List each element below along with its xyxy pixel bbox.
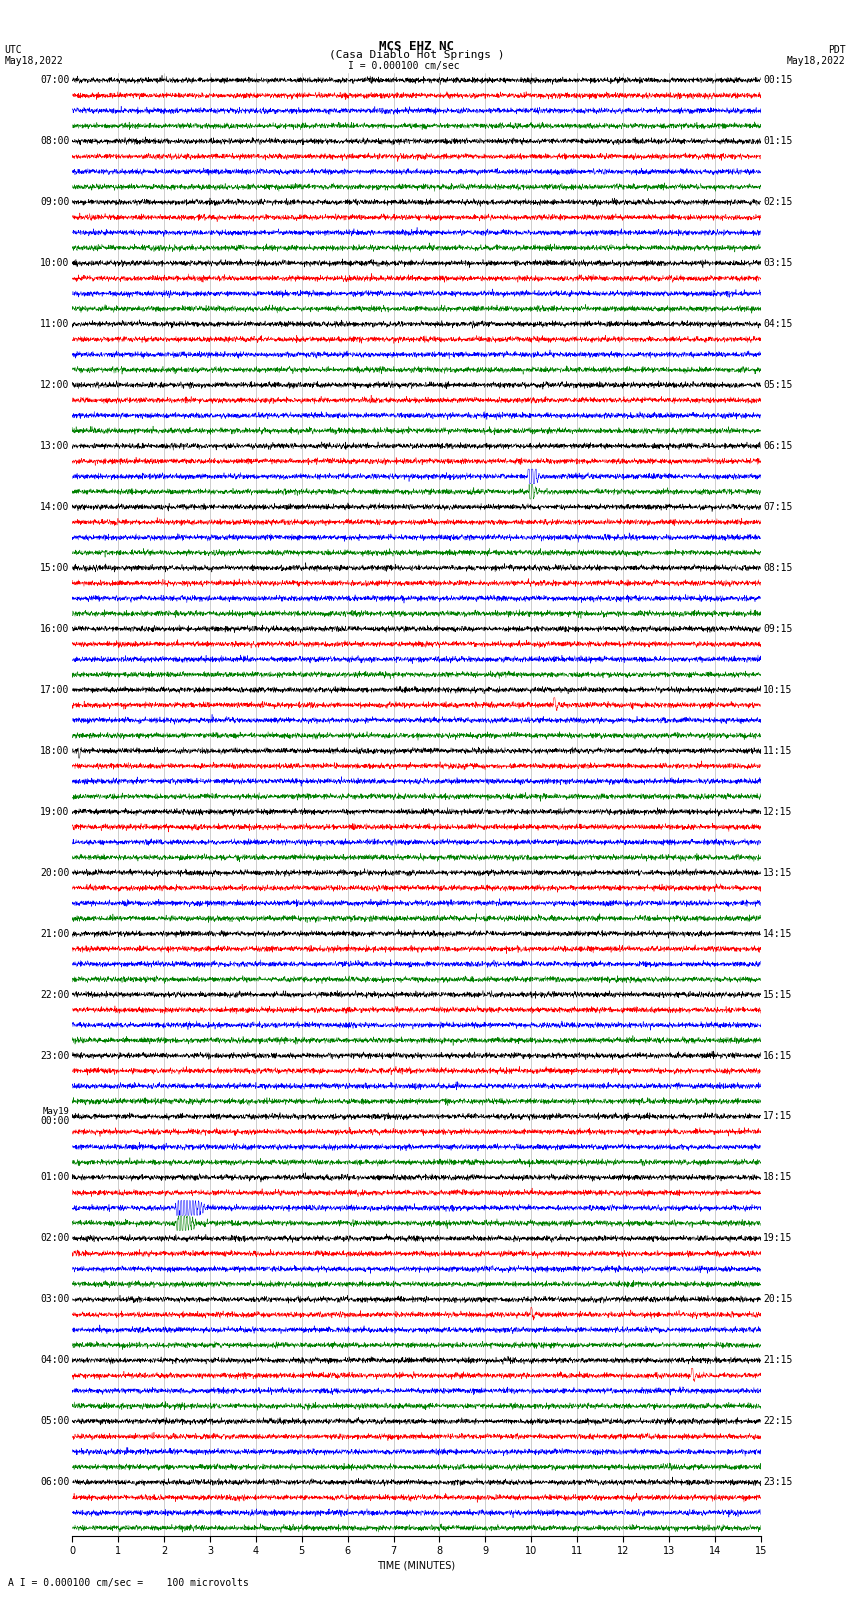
Text: 23:15: 23:15 xyxy=(763,1478,793,1487)
Text: May18,2022: May18,2022 xyxy=(787,56,846,66)
Text: MCS EHZ NC: MCS EHZ NC xyxy=(379,39,454,53)
Text: 22:00: 22:00 xyxy=(40,989,70,1000)
Text: 17:00: 17:00 xyxy=(40,686,70,695)
Text: 16:15: 16:15 xyxy=(763,1050,793,1060)
Text: 02:00: 02:00 xyxy=(40,1234,70,1244)
Text: PDT: PDT xyxy=(828,45,846,55)
Text: 18:15: 18:15 xyxy=(763,1173,793,1182)
Text: 08:15: 08:15 xyxy=(763,563,793,573)
Text: 00:15: 00:15 xyxy=(763,76,793,85)
Text: May18,2022: May18,2022 xyxy=(4,56,63,66)
Text: 04:15: 04:15 xyxy=(763,319,793,329)
Text: May19: May19 xyxy=(42,1107,70,1116)
Text: 00:00: 00:00 xyxy=(40,1116,70,1126)
Text: A I = 0.000100 cm/sec =    100 microvolts: A I = 0.000100 cm/sec = 100 microvolts xyxy=(8,1578,249,1587)
Text: 12:00: 12:00 xyxy=(40,381,70,390)
Text: 13:00: 13:00 xyxy=(40,440,70,452)
Text: 10:00: 10:00 xyxy=(40,258,70,268)
Text: 12:15: 12:15 xyxy=(763,806,793,816)
Text: 09:15: 09:15 xyxy=(763,624,793,634)
Text: 07:00: 07:00 xyxy=(40,76,70,85)
Text: 11:00: 11:00 xyxy=(40,319,70,329)
Text: 02:15: 02:15 xyxy=(763,197,793,206)
Text: 06:00: 06:00 xyxy=(40,1478,70,1487)
Text: 14:15: 14:15 xyxy=(763,929,793,939)
Text: 03:00: 03:00 xyxy=(40,1294,70,1305)
Text: 15:15: 15:15 xyxy=(763,989,793,1000)
Text: 19:15: 19:15 xyxy=(763,1234,793,1244)
Text: 10:15: 10:15 xyxy=(763,686,793,695)
Text: 01:15: 01:15 xyxy=(763,135,793,147)
Text: 23:00: 23:00 xyxy=(40,1050,70,1060)
Text: 21:15: 21:15 xyxy=(763,1355,793,1365)
Text: 03:15: 03:15 xyxy=(763,258,793,268)
Text: UTC: UTC xyxy=(4,45,22,55)
Text: 18:00: 18:00 xyxy=(40,745,70,756)
Text: 16:00: 16:00 xyxy=(40,624,70,634)
Text: 07:15: 07:15 xyxy=(763,502,793,511)
Text: 20:15: 20:15 xyxy=(763,1294,793,1305)
Text: 05:00: 05:00 xyxy=(40,1416,70,1426)
Text: 08:00: 08:00 xyxy=(40,135,70,147)
Text: 05:15: 05:15 xyxy=(763,381,793,390)
Text: 04:00: 04:00 xyxy=(40,1355,70,1365)
Text: 11:15: 11:15 xyxy=(763,745,793,756)
Text: 22:15: 22:15 xyxy=(763,1416,793,1426)
Text: 01:00: 01:00 xyxy=(40,1173,70,1182)
Text: 20:00: 20:00 xyxy=(40,868,70,877)
Text: 21:00: 21:00 xyxy=(40,929,70,939)
Text: 14:00: 14:00 xyxy=(40,502,70,511)
Text: 19:00: 19:00 xyxy=(40,806,70,816)
Text: (Casa Diablo Hot Springs ): (Casa Diablo Hot Springs ) xyxy=(329,50,504,60)
X-axis label: TIME (MINUTES): TIME (MINUTES) xyxy=(377,1560,456,1569)
Text: 17:15: 17:15 xyxy=(763,1111,793,1121)
Text: 09:00: 09:00 xyxy=(40,197,70,206)
Text: 06:15: 06:15 xyxy=(763,440,793,452)
Text: I = 0.000100 cm/sec: I = 0.000100 cm/sec xyxy=(348,61,460,71)
Text: 13:15: 13:15 xyxy=(763,868,793,877)
Text: 15:00: 15:00 xyxy=(40,563,70,573)
